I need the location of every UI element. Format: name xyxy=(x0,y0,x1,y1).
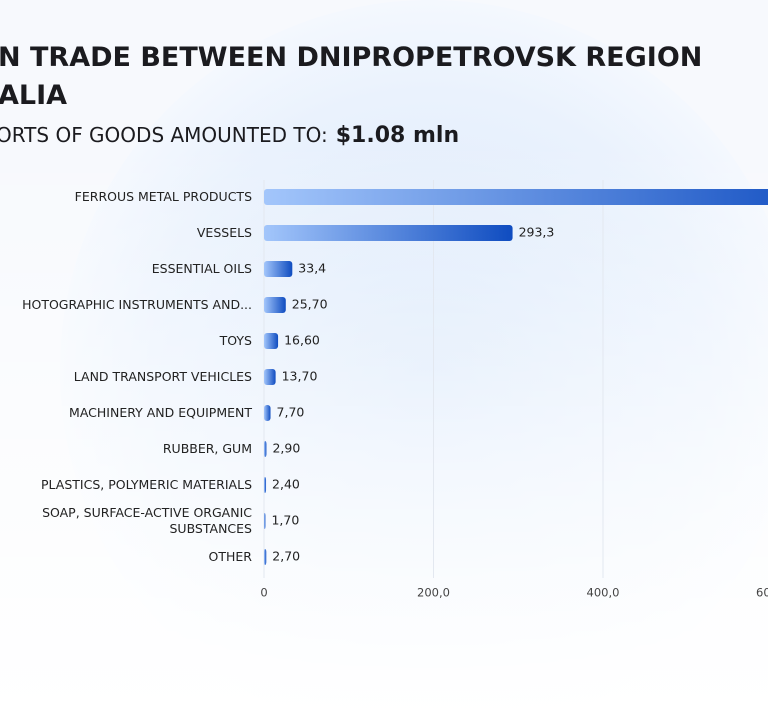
bar xyxy=(264,225,513,241)
label-line: LAND TRANSPORT VEHICLES xyxy=(74,369,252,384)
x-tick-label: 600,0 xyxy=(756,586,768,600)
value-label: 2,70 xyxy=(272,549,300,564)
bar xyxy=(264,405,271,421)
subtitle: ORTS OF GOODS AMOUNTED TO: $1.08 mln xyxy=(0,123,459,148)
bar xyxy=(264,261,293,277)
plot: 0 200,0 400,0 600,0 FERROUS METAL PRODUCTS VE… xyxy=(22,180,768,600)
value-label: 2,40 xyxy=(272,477,300,492)
value-label: 7,70 xyxy=(277,405,305,420)
bar xyxy=(264,513,266,529)
subtitle-total: $1.08 mln xyxy=(336,123,459,148)
label-line: VESSELS xyxy=(197,225,252,240)
y-tick-label: LAND TRANSPORT VEHICLES xyxy=(74,369,252,384)
label-line: MACHINERY AND EQUIPMENT xyxy=(69,405,252,420)
value-label: 1,70 xyxy=(271,513,299,528)
y-tick-label: VESSELS xyxy=(197,225,252,240)
y-tick-label: RUBBER, GUM xyxy=(163,441,252,456)
value-label: 2,90 xyxy=(272,441,300,456)
value-label: 16,60 xyxy=(284,333,320,348)
value-label: 13,70 xyxy=(282,369,318,384)
x-tick-label: 200,0 xyxy=(417,586,450,600)
y-tick-label: HOTOGRAPHIC INSTRUMENTS AND... xyxy=(22,297,252,312)
label-line: PLASTICS, POLYMERIC MATERIALS xyxy=(41,477,252,492)
x-tick-label: 400,0 xyxy=(587,586,620,600)
y-tick-label: OTHER xyxy=(209,549,253,564)
bar xyxy=(264,369,276,385)
label-line: ESSENTIAL OILS xyxy=(152,261,252,276)
label-line: FERROUS METAL PRODUCTS xyxy=(75,189,252,204)
label-line: RUBBER, GUM xyxy=(163,441,252,456)
label-line: OTHER xyxy=(209,549,253,564)
y-tick-label: PLASTICS, POLYMERIC MATERIALS xyxy=(41,477,252,492)
label-line: SUBSTANCES xyxy=(169,521,252,536)
bar xyxy=(264,549,267,565)
y-tick-label: TOYS xyxy=(219,333,252,348)
label-line: TOYS xyxy=(219,333,252,348)
value-label: 33,4 xyxy=(298,261,326,276)
label-line: SOAP, SURFACE-ACTIVE ORGANIC xyxy=(42,505,252,520)
y-tick-label: MACHINERY AND EQUIPMENT xyxy=(69,405,252,420)
value-label: 293,3 xyxy=(519,225,555,240)
bar xyxy=(264,297,286,313)
bar xyxy=(264,189,768,205)
x-tick-label: 0 xyxy=(260,586,267,600)
y-tick-label: FERROUS METAL PRODUCTS xyxy=(75,189,252,204)
bar xyxy=(264,333,279,349)
value-label: 25,70 xyxy=(292,297,328,312)
title-line: N TRADE BETWEEN DNIPROPETROVSK REGION xyxy=(0,42,702,73)
y-tick-label: SOAP, SURFACE-ACTIVE ORGANIC SUBSTANCES xyxy=(42,505,252,536)
title-line: ALIA xyxy=(0,80,67,111)
label-line: HOTOGRAPHIC INSTRUMENTS AND... xyxy=(22,297,252,312)
bar xyxy=(264,441,267,457)
y-tick-label: ESSENTIAL OILS xyxy=(152,261,252,276)
bar xyxy=(264,477,267,493)
subtitle-text: ORTS OF GOODS AMOUNTED TO: xyxy=(0,123,328,147)
